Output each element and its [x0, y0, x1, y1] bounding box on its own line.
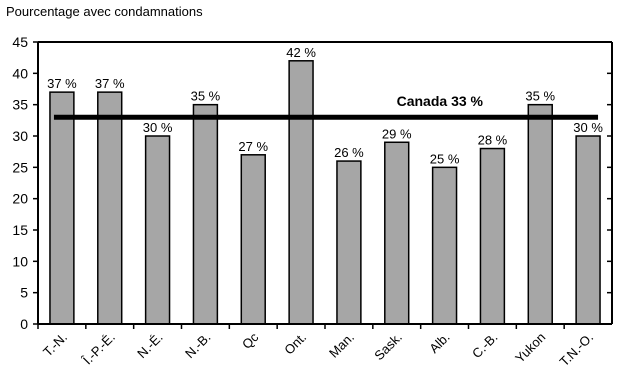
x-tick-label: Î.-P.-É.	[79, 330, 118, 369]
x-tick-label: Man.	[326, 330, 357, 361]
bar	[479, 147, 506, 325]
y-tick-label: 20	[12, 191, 28, 207]
data-label: 37 %	[47, 76, 77, 91]
y-tick-label: 0	[20, 316, 28, 332]
bar	[192, 103, 219, 325]
y-tick-label: 40	[12, 65, 28, 81]
bar	[527, 103, 553, 325]
y-tick-label: 45	[12, 34, 28, 50]
data-label: 37 %	[95, 76, 125, 91]
x-tick-label: Yukon	[512, 330, 548, 366]
bar	[49, 91, 75, 325]
x-tick-label: T.-N.	[40, 330, 70, 360]
y-tick-label: 25	[12, 159, 28, 175]
x-tick-label: Qc	[239, 329, 262, 352]
bar	[336, 160, 362, 325]
data-label: 35 %	[191, 89, 221, 104]
x-axis-labels: T.-N. Î.-P.-É. N.-É. N.-B. Qc Ont. Man. Sask. Al…	[37, 324, 596, 370]
x-tick-label: C.-B.	[469, 330, 501, 362]
bar	[431, 166, 458, 325]
data-label: 42 %	[286, 45, 316, 60]
bar	[240, 154, 266, 325]
bar	[575, 135, 601, 325]
data-label: 27 %	[238, 139, 268, 154]
bar	[288, 60, 314, 325]
data-label: 26 %	[334, 145, 364, 160]
y-tick-label: 15	[12, 222, 28, 238]
bars	[49, 60, 601, 325]
y-tick-label: 35	[12, 97, 28, 113]
data-labels: 37 % 37 % 30 % 35 % 27 % 42 % 26 % 29 % 25 % 28 %…	[47, 45, 603, 167]
x-tick-label: Ont.	[281, 330, 309, 358]
x-tick-label: Alb.	[426, 330, 452, 356]
x-tick-label: T.N.-O.	[556, 330, 596, 370]
y-tick-label: 10	[12, 253, 28, 269]
data-label: 28 %	[478, 133, 508, 148]
y-tick-label: 30	[12, 128, 28, 144]
bar	[384, 141, 410, 325]
bar	[97, 91, 123, 325]
y-tick-label: 5	[20, 285, 28, 301]
data-label: 30 %	[573, 120, 603, 135]
data-label: 29 %	[382, 126, 412, 141]
bar	[144, 135, 171, 325]
data-label: 25 %	[430, 151, 460, 166]
y-axis-title: Pourcentage avec condamnations	[6, 4, 203, 19]
x-tick-label: N.-B.	[182, 330, 214, 362]
x-tick-label: N.-É.	[134, 330, 166, 362]
x-tick-label: Sask.	[371, 330, 405, 364]
data-label: 30 %	[143, 120, 173, 135]
data-label: 35 %	[525, 89, 555, 104]
canada-reference-label: Canada 33 %	[397, 93, 484, 109]
